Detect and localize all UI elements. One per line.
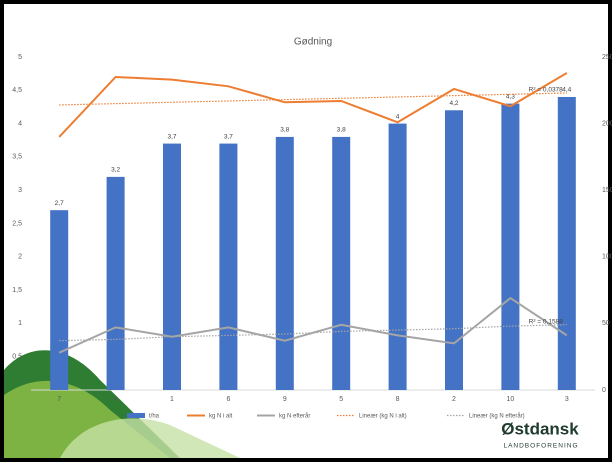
bar [50,210,68,390]
slide: Gødning Østdansk LANDBOFORENING 0,5 1 1,5 2… [0,0,612,462]
x-tick-label: 10 [507,396,515,403]
data-label: 4,2 [449,100,458,107]
y-tick-label: 0,5 [12,354,22,361]
data-label: 3,7 [167,133,176,140]
bar [219,144,237,390]
x-tick-label: 9 [283,396,287,403]
legend-label: t/ha [149,414,160,420]
chart-title: Gødning [294,37,332,48]
y-tick-label: 2 [18,254,22,261]
y-tick-label: 1 [18,320,22,327]
bar [389,124,407,390]
x-tick-label: 2 [452,396,456,403]
bar [107,177,125,390]
legend-swatch [127,413,145,418]
bar [558,97,576,390]
y2-tick-label: 200 [602,120,612,127]
bar [163,144,181,390]
legend-label: kg N i alt [209,414,233,420]
chart: Gødning Østdansk LANDBOFORENING 0,5 1 1,5 2… [0,0,612,462]
logo-name: Østdansk [501,419,579,438]
y2-tick-label: 250 [602,54,612,61]
line [59,73,567,137]
logo-subtitle: LANDBOFORENING [503,443,578,450]
bar [501,104,519,390]
logo: Østdansk LANDBOFORENING [501,419,579,449]
data-label: 3,8 [280,127,289,134]
y2-tick-label: 0 [602,387,606,394]
legend-label: Lineær (kg N i alt) [359,414,407,420]
y-tick-label: 3,5 [12,154,22,161]
bar [276,137,294,390]
x-tick-label: 1 [170,396,174,403]
x-tick-label: 4 [114,396,118,403]
y-tick-label: 4,5 [12,87,22,94]
data-label: 4 [396,113,400,120]
y-tick-label: 5 [18,54,22,61]
data-label: 2,7 [55,200,64,207]
y-tick-label: 2,5 [12,220,22,227]
x-tick-label: 7 [57,396,61,403]
y-tick-label: 1,5 [12,287,22,294]
trend-line [59,93,567,105]
bar [332,137,350,390]
x-tick-label: 6 [226,396,230,403]
y2-tick-label: 100 [602,254,612,261]
y-tick-label: 4 [18,120,22,127]
x-tick-label: 8 [396,396,400,403]
y2-tick-label: 150 [602,187,612,194]
data-label: 3,8 [337,127,346,134]
r2-label: R² = 0,1588 [529,318,564,325]
r2-label: R² = 0,0378 [529,87,564,94]
legend-label: Lineær (kg N efterår) [469,413,525,420]
data-label: 3,7 [224,133,233,140]
bar [445,110,463,390]
x-tick-label: 5 [339,396,343,403]
line [59,298,567,353]
y-tick-label: 3 [18,187,22,194]
data-label: 3,2 [111,167,120,174]
legend-label: kg N efterår [279,413,310,420]
x-tick-label: 3 [565,396,569,403]
y2-tick-label: 50 [602,320,610,327]
